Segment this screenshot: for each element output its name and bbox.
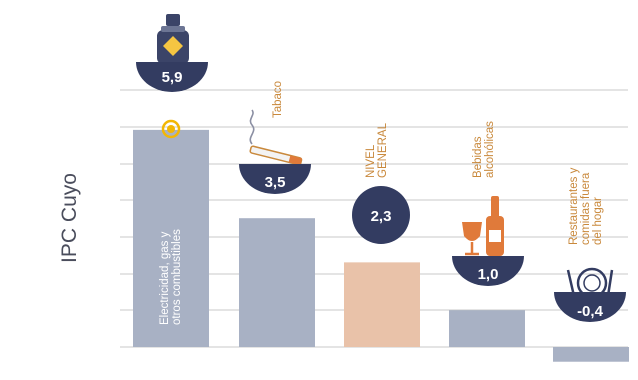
category-label-1: Tabaco xyxy=(272,81,284,118)
bar-1 xyxy=(239,218,315,347)
bar-2 xyxy=(344,262,420,347)
value-circle-2 xyxy=(352,186,410,244)
value-label-3: 1,0 xyxy=(478,266,499,283)
gas-cylinder-icon xyxy=(157,14,189,64)
fork xyxy=(566,269,576,297)
bottle-label xyxy=(489,230,501,242)
y-axis-label: IPC Cuyo xyxy=(58,173,81,263)
value-bowl-0 xyxy=(136,62,208,92)
sun-mark-inner xyxy=(167,125,175,133)
bar-3 xyxy=(449,310,525,347)
category-label-3: Bebidasalcohólicas xyxy=(472,121,496,178)
cylinder-neck xyxy=(161,26,185,32)
value-bowl-1 xyxy=(239,164,311,194)
sun-mark-outer xyxy=(161,119,181,139)
value-label-1: 3,5 xyxy=(265,174,286,191)
value-bowl-4 xyxy=(554,292,626,322)
category-label-0: Electricidad, gas yotros combustibles xyxy=(159,229,183,325)
value-label-4: -0,4 xyxy=(577,303,604,320)
knife xyxy=(606,269,614,297)
cigarette-filter xyxy=(288,155,302,166)
bars xyxy=(133,129,629,362)
category-label-2: NIVELGENERAL xyxy=(365,122,389,178)
value-label-2: 2,3 xyxy=(371,208,392,225)
bar-0 xyxy=(133,129,209,347)
value-bowl-3 xyxy=(452,256,524,286)
value-label-0: 5,9 xyxy=(162,69,183,86)
wine-bottle-icon xyxy=(462,196,504,256)
plate-inner xyxy=(583,274,601,292)
cylinder-valve xyxy=(166,14,180,26)
hazard-diamond xyxy=(163,36,183,56)
wine-glass-bowl xyxy=(462,222,482,241)
smoke-line xyxy=(249,109,255,145)
bar-4 xyxy=(553,347,629,362)
bottle-neck xyxy=(491,196,499,218)
category-label-4: Restaurantes ycomidas fueradel hogar xyxy=(568,167,604,245)
category-labels: Electricidad, gas yotros combustibles Tab… xyxy=(159,81,604,325)
bowls-and-icons: 5,9 3,5 2,3 1,0 -0,4 xyxy=(136,14,626,322)
cigarette-icon xyxy=(249,109,303,166)
